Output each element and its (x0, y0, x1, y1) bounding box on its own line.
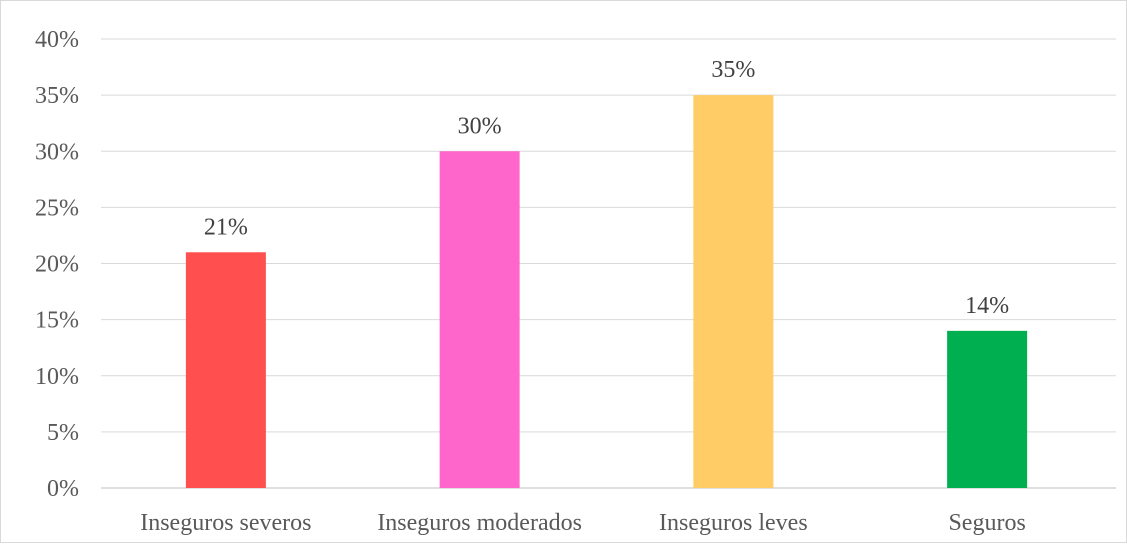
bars (185, 95, 1028, 488)
x-axis-category-labels: Inseguros severos Inseguros moderados Inse… (140, 510, 1026, 536)
y-tick-label: 15% (35, 308, 79, 334)
category-label: Inseguros severos (140, 510, 311, 536)
y-tick-label: 35% (35, 83, 79, 109)
y-tick-label: 0% (47, 476, 79, 502)
data-label: 21% (204, 214, 248, 240)
data-label: 35% (711, 57, 755, 83)
y-tick-label: 20% (35, 252, 79, 278)
data-label: 30% (458, 113, 502, 139)
bar (947, 330, 1028, 488)
data-labels: 21% 30% 35% 14% (204, 57, 1009, 319)
gridlines (101, 38, 1116, 489)
y-tick-label: 40% (35, 27, 79, 53)
bar (439, 151, 520, 488)
y-tick-label: 25% (35, 195, 79, 221)
category-label: Inseguros moderados (377, 510, 582, 536)
y-tick-label: 10% (35, 364, 79, 390)
y-tick-label: 30% (35, 139, 79, 165)
data-label: 14% (965, 293, 1009, 319)
y-tick-label: 5% (47, 420, 79, 446)
category-label: Inseguros leves (659, 510, 808, 536)
y-axis-tick-labels: 0% 5% 10% 15% 20% 25% 30% 35% 40% (35, 27, 79, 502)
category-label: Seguros (948, 510, 1025, 536)
bar (185, 252, 266, 488)
bar (693, 95, 774, 488)
